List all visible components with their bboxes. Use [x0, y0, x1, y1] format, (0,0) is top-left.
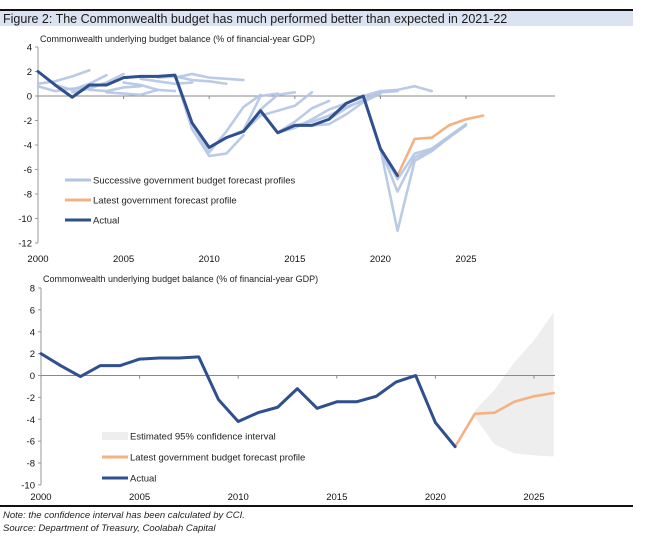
x-tick-label: 2020: [425, 492, 446, 503]
x-tick-label: 2025: [455, 254, 476, 265]
legend-label: Actual: [130, 474, 156, 485]
y-tick-label: 0: [27, 92, 32, 103]
confidence-interval-band: [474, 312, 554, 457]
chart-bottom: Commonwealth underlying budget balance (…: [21, 274, 556, 503]
legend-label: Latest government budget forecast profil…: [130, 453, 305, 464]
legend-label: Successive government budget forecast pr…: [93, 176, 295, 187]
chart-top: Commonwealth underlying budget balance (…: [18, 34, 555, 265]
series-line-successive: [139, 77, 194, 86]
series-line-successive: [276, 102, 348, 135]
y-tick-label: 6: [30, 305, 35, 316]
series-line-successive: [88, 84, 143, 93]
y-tick-label: 2: [27, 67, 32, 78]
y-tick-label: 2: [30, 349, 35, 360]
chart-title: Commonwealth underlying budget balance (…: [43, 274, 318, 284]
x-tick-label: 2005: [129, 492, 150, 503]
y-tick-label: -4: [27, 415, 35, 426]
y-tick-label: -2: [24, 116, 32, 127]
series-line-successive: [173, 72, 245, 82]
x-tick-label: 2010: [199, 254, 220, 265]
chart-title: Commonwealth underlying budget balance (…: [40, 34, 315, 44]
y-tick-label: 0: [30, 371, 35, 382]
series-line-successive: [53, 73, 108, 92]
x-tick-label: 2000: [27, 254, 48, 265]
y-tick-label: -8: [27, 459, 35, 470]
x-tick-label: 2015: [326, 492, 347, 503]
legend-label: Actual: [93, 216, 119, 227]
x-tick-label: 2000: [30, 492, 51, 503]
series-line-actual: [36, 70, 400, 178]
series-line-successive: [105, 88, 160, 97]
series-line-latest: [396, 114, 485, 177]
series-line-successive: [190, 93, 262, 154]
series-line-successive: [122, 81, 177, 93]
y-tick-label: 8: [30, 284, 35, 295]
x-tick-label: 2015: [284, 254, 305, 265]
x-tick-label: 2025: [523, 492, 544, 503]
figure-top-rule: [0, 9, 633, 11]
y-tick-label: 4: [30, 327, 35, 338]
x-tick-label: 2010: [228, 492, 249, 503]
figure-title: Figure 2: The Commonwealth budget has mu…: [3, 12, 508, 26]
legend-swatch-ci: [102, 432, 128, 440]
y-tick-label: -10: [18, 214, 32, 225]
series-line-successive: [242, 91, 314, 133]
x-tick-label: 2005: [113, 254, 134, 265]
series-line-successive: [379, 122, 468, 181]
series-line-actual: [39, 352, 457, 449]
y-tick-label: -6: [27, 437, 35, 448]
figure-bottom-rule: [0, 505, 633, 507]
x-tick-label: 2020: [370, 254, 391, 265]
series-line-latest: [453, 391, 556, 448]
figure-source: Source: Department of Treasury, Coolabah…: [3, 523, 216, 534]
y-tick-label: -4: [24, 141, 32, 152]
y-tick-label: -10: [21, 480, 35, 491]
y-tick-label: -6: [24, 165, 32, 176]
legend-label: Estimated 95% confidence interval: [130, 432, 276, 443]
series-line-successive: [36, 68, 91, 86]
series-line-successive: [310, 92, 382, 127]
legend-label: Latest government forecast profile: [93, 196, 237, 207]
y-tick-label: -12: [18, 239, 32, 250]
figure-title-bar: [0, 11, 633, 26]
figure-note: Note: the confidence interval has been c…: [3, 510, 245, 521]
y-tick-label: -2: [27, 393, 35, 404]
y-tick-label: 4: [27, 43, 32, 54]
y-tick-label: -8: [24, 190, 32, 201]
